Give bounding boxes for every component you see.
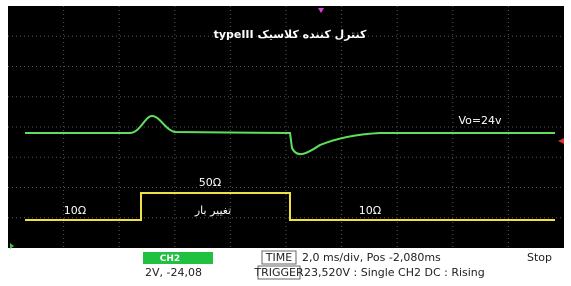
title: کنترل کننده کلاسیک typeIII — [214, 28, 367, 41]
time-label: TIME — [265, 251, 292, 264]
trigger-label: TRIGGER — [253, 266, 304, 279]
load-low-right: 10Ω — [359, 204, 381, 217]
trigger-value: 23,520V : Single CH2 DC : Rising — [304, 266, 485, 279]
page: کنترل کننده کلاسیک typeIII Vo=24v 50Ω 10… — [0, 0, 571, 282]
channel-scale: 2V, -24,08 — [145, 266, 202, 279]
time-value: 2,0 ms/div, Pos -2,080ms — [302, 251, 441, 264]
scope-screenshot: کنترل کننده کلاسیک typeIII Vo=24v 50Ω 10… — [0, 0, 571, 282]
load-high: 50Ω — [199, 176, 221, 189]
channel: CH2 — [160, 254, 180, 264]
load-low-left: 10Ω — [64, 204, 86, 217]
vo-label: Vo=24v — [458, 114, 502, 127]
load-change: تغییر بار — [194, 204, 231, 217]
state: Stop — [527, 251, 552, 264]
